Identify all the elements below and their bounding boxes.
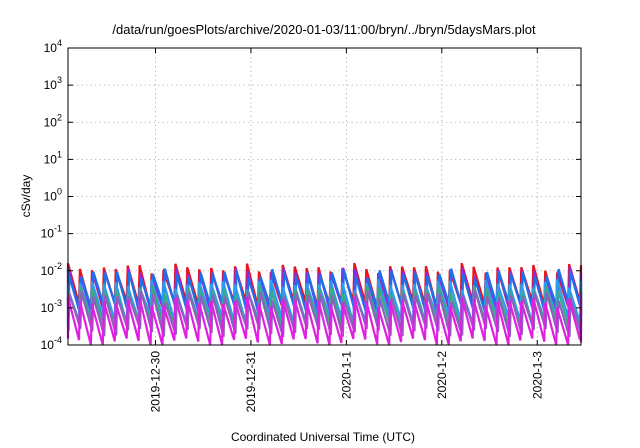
y-tick-label: 10-1	[41, 224, 62, 241]
y-tick-label: 100	[44, 187, 62, 204]
x-tick-label: 2020-1-1	[339, 351, 353, 399]
x-tick-label: 2019-12-31	[244, 351, 258, 413]
x-tick-label: 2020-1-2	[435, 351, 449, 399]
y-axis-label: cSv/day	[19, 175, 33, 218]
y-tick-label: 104	[44, 38, 62, 55]
x-ticks: 2019-12-30 2019-12-31 2020-1-1 2020-1-2 2020…	[148, 48, 544, 412]
x-tick-label: 2020-1-3	[530, 351, 544, 399]
series-line	[66, 296, 583, 346]
x-axis-label: Coordinated Universal Time (UTC)	[231, 430, 415, 444]
y-ticks: 10-4 10-3 10-2 10-1 100 101 102 103 104	[41, 38, 581, 352]
y-tick-label: 10-4	[41, 335, 62, 352]
grid	[68, 48, 581, 345]
chart-title: /data/run/goesPlots/archive/2020-01-03/1…	[112, 22, 536, 37]
y-tick-label: 10-2	[41, 261, 62, 278]
x-tick-label: 2019-12-30	[148, 351, 162, 413]
y-tick-label: 101	[44, 149, 62, 166]
y-tick-label: 10-3	[41, 298, 62, 315]
y-tick-label: 103	[44, 75, 62, 92]
series-group	[66, 262, 583, 346]
y-tick-label: 102	[44, 112, 62, 129]
